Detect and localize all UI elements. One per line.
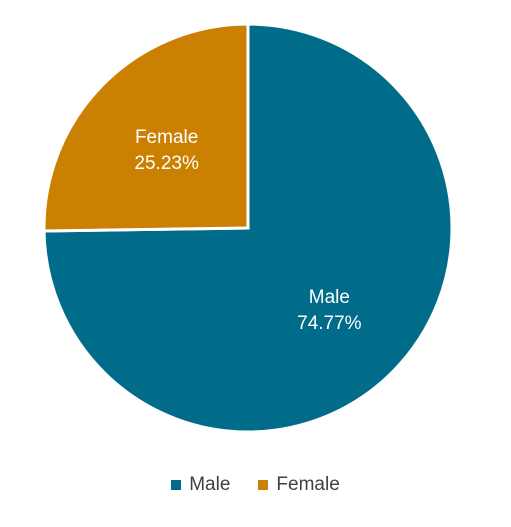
slice-label-male: Male	[309, 287, 350, 308]
legend-swatch-female	[258, 480, 269, 490]
legend-label-male: Male	[189, 474, 231, 495]
slice-label-female: Female	[135, 127, 198, 148]
slice-value-female: 25.23%	[134, 153, 199, 174]
pie-slice-female	[42, 22, 250, 233]
slice-value-male: 74.77%	[297, 313, 362, 334]
legend-item-female: Female	[258, 474, 340, 496]
legend-item-male: Male	[171, 474, 230, 496]
legend-swatch-male	[171, 480, 182, 490]
legend: Male Female	[0, 474, 511, 496]
legend-label-female: Female	[276, 474, 340, 495]
